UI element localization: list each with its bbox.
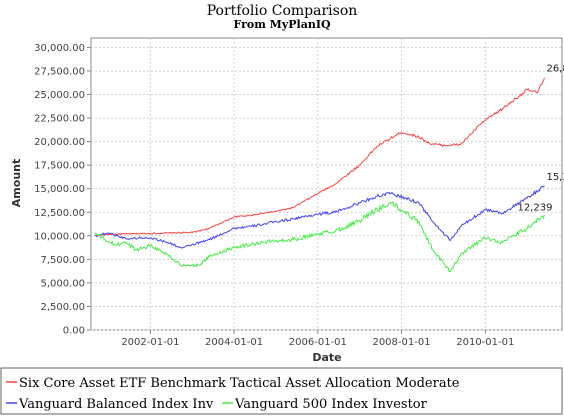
legend-label-six-core: Six Core Asset ETF Benchmark Tactical As… [19, 376, 460, 391]
y-axis-label: Amount [10, 159, 23, 207]
y-tick-label: 7,500.00 [40, 255, 85, 266]
series-end-label: 15,3 [546, 172, 564, 183]
series-end-labels: 26,8 15,3 12,239 [517, 64, 564, 214]
y-tick-label: 20,000.00 [34, 137, 85, 148]
x-axis-label: Date [312, 351, 341, 364]
series-lines [94, 77, 545, 273]
y-tick-label: 30,000.00 [34, 43, 85, 54]
series-end-label: 26,8 [546, 64, 564, 75]
y-tick-label: 25,000.00 [34, 90, 85, 101]
series-line-balanced [94, 185, 545, 249]
y-tick-label: 15,000.00 [34, 184, 85, 195]
legend-label-500-index: Vanguard 500 Index Investor [234, 397, 428, 412]
y-tick-label: 27,500.00 [34, 66, 85, 77]
y-tick-label: 2,500.00 [40, 302, 85, 313]
grid [91, 38, 562, 331]
x-tick-label: 2006-01-01 [289, 337, 347, 348]
legend-label-balanced: Vanguard Balanced Index Inv [18, 397, 214, 412]
plot-area [90, 37, 563, 331]
x-tick-label: 2002-01-01 [121, 337, 179, 348]
x-axis-ticks: 2002-01-01 2004-01-01 2006-01-01 2008-01-01… [121, 330, 514, 348]
y-tick-label: 22,500.00 [34, 114, 85, 125]
x-tick-label: 2004-01-01 [205, 337, 263, 348]
x-tick-label: 2008-01-01 [372, 337, 430, 348]
series-line-500-index [94, 201, 545, 273]
x-tick-label: 2010-01-01 [456, 337, 514, 348]
chart-title: Portfolio Comparison [207, 3, 358, 19]
series-end-label: 12,239 [517, 203, 552, 214]
y-tick-label: 17,500.00 [34, 161, 85, 172]
y-tick-label: 5,000.00 [40, 278, 85, 289]
y-tick-label: 10,000.00 [34, 231, 85, 242]
y-axis-ticks: 0.00 2,500.00 5,000.00 7,500.00 10,000.00 12,… [34, 43, 91, 337]
legend [0, 367, 563, 415]
y-tick-label: 0.00 [63, 326, 85, 337]
chart-subtitle: From MyPlanIQ [233, 18, 331, 31]
y-tick-label: 12,500.00 [34, 208, 85, 219]
series-line-six-core [94, 77, 545, 237]
